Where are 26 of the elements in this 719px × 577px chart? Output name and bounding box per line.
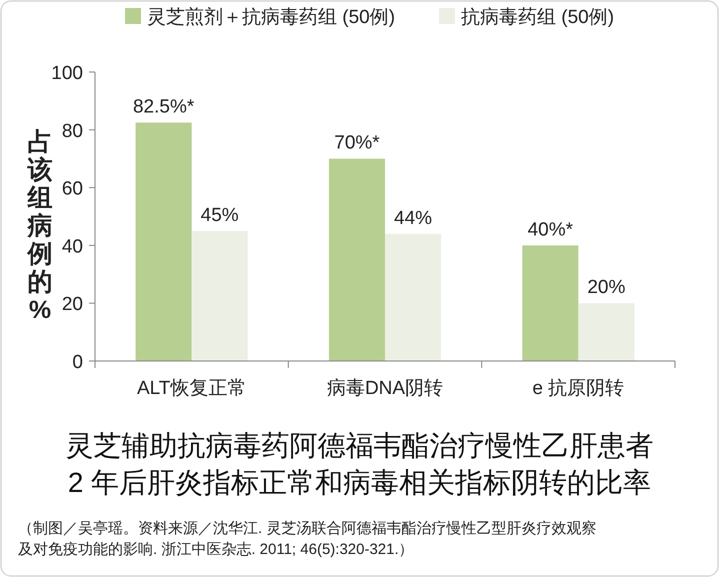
legend-label: 灵芝煎剂＋抗病毒药组 (50例) — [147, 6, 396, 28]
bar — [136, 122, 192, 361]
legend-label: 抗病毒药组 (50例) — [461, 7, 614, 28]
data-label: 40%* — [528, 219, 574, 240]
x-tick-label: ALT恢复正常 — [136, 378, 246, 399]
y-tick-label: 0 — [72, 352, 83, 373]
bar — [522, 245, 578, 361]
y-tick-label: 60 — [62, 178, 83, 200]
y-tick-label: 80 — [62, 120, 83, 142]
data-label: 45% — [200, 204, 239, 226]
data-label: 82.5%* — [132, 96, 195, 118]
bar — [578, 303, 634, 361]
y-tick-label: 20 — [62, 294, 83, 316]
text: （制图／吴亭瑶。资料来源／沈华江. 灵芝汤联合阿德福韦酯治疗慢性乙型肝炎疗效观察及对免疫功能的影响. 浙江中医杂志. 2011; 46(5):320-321.） — [18, 520, 596, 558]
x-tick-label: e 抗原阴转 — [532, 378, 624, 399]
data-label: 44% — [394, 208, 432, 229]
bar — [192, 230, 248, 361]
x-tick-label: 病毒DNA阴转 — [326, 378, 444, 399]
data-label: 20% — [587, 277, 626, 298]
data-label: 70%* — [334, 132, 380, 154]
bar — [385, 234, 442, 361]
text: 灵芝辅助抗病毒药阿德福韦酯治疗慢性乙肝患者 2 年后肝炎指标正常和病毒相关指标阴转的比率 — [66, 430, 654, 498]
bar — [328, 158, 385, 361]
y-tick-label: 40 — [62, 236, 83, 258]
y-axis-title: 占该组病例的% — [26, 128, 52, 324]
y-tick-label: 100 — [51, 63, 83, 84]
